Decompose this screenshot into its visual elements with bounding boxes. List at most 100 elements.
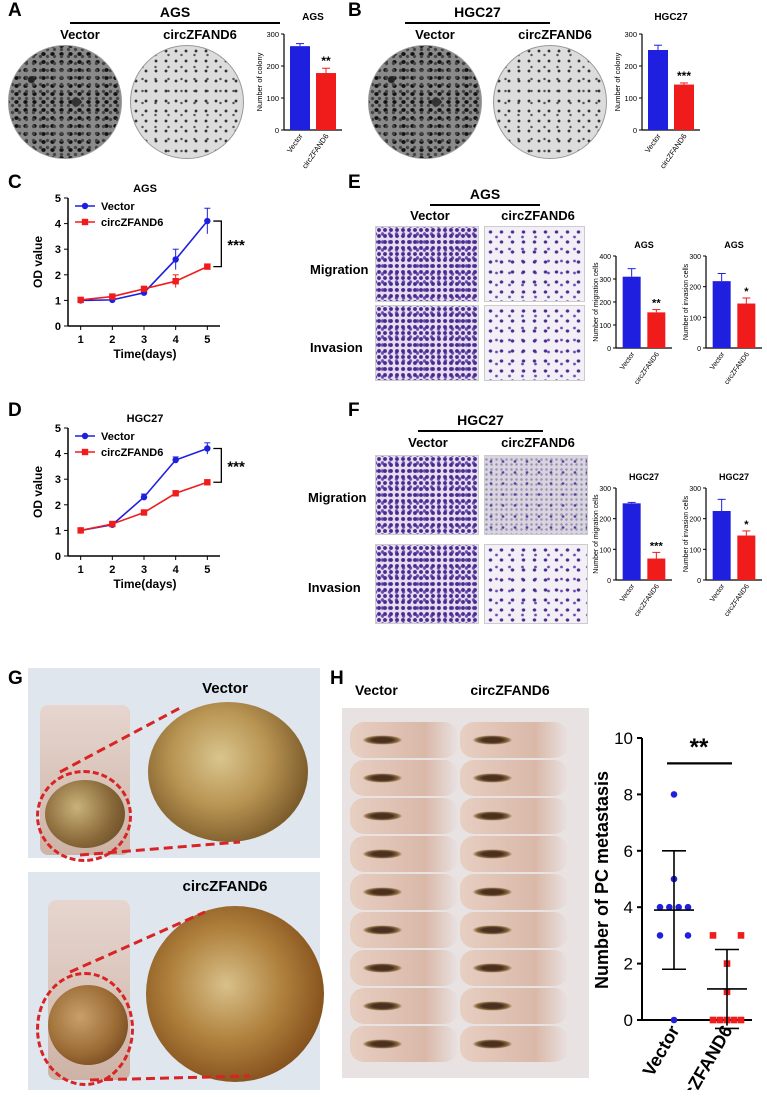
panel-a-cell-line: AGS	[159, 4, 191, 20]
panel-label-f: F	[348, 400, 360, 421]
mouse-specimen-right	[460, 760, 568, 796]
legend-marker	[81, 202, 89, 210]
legend-label: Vector	[101, 201, 135, 213]
panel-label-h: H	[330, 668, 344, 689]
y-tick-label: 200	[599, 517, 611, 524]
y-tick-label: 6	[624, 842, 633, 861]
chart-title: HGC27	[127, 413, 164, 425]
y-tick-label: 300	[689, 254, 701, 261]
mouse-specimen-right	[460, 950, 568, 986]
y-tick-label: 200	[266, 62, 279, 71]
y-axis-label: Number of migration cells	[593, 494, 600, 574]
x-axis-label: Time(days)	[113, 347, 176, 361]
significance-mark: ***	[650, 540, 664, 552]
y-tick-label: 200	[599, 300, 611, 307]
x-tick-label: Vector	[639, 1022, 684, 1080]
significance-mark: *	[744, 519, 749, 531]
y-tick-label: 100	[689, 547, 701, 554]
chart-title: HGC27	[719, 472, 749, 482]
mouse-specimen-left	[350, 760, 458, 796]
panel-g-vector-label: Vector	[202, 680, 248, 697]
significance-mark: **	[690, 734, 709, 761]
panel-label-b: B	[348, 0, 362, 21]
transwell-f-invasion-circ	[484, 544, 588, 624]
zoom-vector	[148, 702, 308, 842]
panel-label-g: G	[8, 668, 23, 689]
significance-mark: **	[321, 54, 331, 68]
bar	[737, 303, 756, 348]
x-tick-label: 4	[173, 564, 180, 576]
y-tick-label: 100	[689, 315, 701, 322]
panel-f-divider	[418, 430, 543, 432]
panel-label-a: A	[8, 0, 22, 21]
mouse-specimen-left	[350, 836, 458, 872]
chart-title: AGS	[302, 12, 324, 23]
y-tick-label: 5	[55, 423, 61, 435]
transwell-f-invasion-vector	[375, 544, 479, 624]
y-tick-label: 4	[624, 898, 633, 917]
data-point	[204, 479, 211, 486]
panel-f-invasion-label: Invasion	[308, 580, 361, 595]
x-tick-label: 2	[109, 564, 115, 576]
x-tick-label: 1	[78, 564, 84, 576]
y-tick-label: 0	[55, 551, 61, 563]
panel-f-migration-label: Migration	[308, 490, 367, 505]
y-axis-label: Number of invasion cells	[683, 495, 690, 572]
y-axis-label: Number of colony	[613, 52, 622, 111]
y-tick-label: 0	[697, 578, 701, 585]
y-axis-label: Number of colony	[255, 52, 264, 111]
chart-b-colony: HGC27 0 100 200 300 Number of colony Vectorcir…	[613, 12, 700, 170]
panel-h-circ-label: circZFAND6	[470, 682, 550, 698]
panel-e-vector-label: Vector	[410, 208, 450, 223]
mouse-specimen-right	[460, 798, 568, 834]
y-tick-label: 300	[689, 486, 701, 493]
data-point	[709, 932, 717, 939]
data-point	[716, 1016, 724, 1024]
data-point	[709, 1016, 717, 1024]
panel-a-divider	[70, 22, 280, 24]
y-tick-label: 200	[689, 285, 701, 292]
x-tick-label: 3	[141, 334, 147, 346]
mouse-specimen-left	[350, 874, 458, 910]
data-point	[656, 903, 664, 911]
x-tick-label: Vector	[643, 132, 663, 155]
bar	[622, 276, 641, 348]
panel-b-vector-label: Vector	[415, 27, 455, 42]
panel-e-circ-label: circZFAND6	[501, 208, 575, 223]
panel-e-divider	[430, 204, 540, 206]
legend-marker	[81, 432, 89, 440]
chart-d-growth: HGC27 0 1 2 3 4 5 1 2 3 4 5 Time(days) OD value Vector…	[31, 413, 245, 591]
chart-a-colony: AGS 0 100 200 300 Number of colony VectorcircZ…	[255, 12, 342, 170]
x-tick-label: circZFAND6	[634, 583, 661, 618]
data-point	[670, 1016, 678, 1024]
y-tick-label: 200	[689, 517, 701, 524]
legend-marker	[81, 448, 89, 456]
x-tick-label: 5	[204, 334, 210, 346]
panel-g-circ-label: circZFAND6	[182, 878, 268, 895]
x-tick-label: Vector	[285, 132, 305, 155]
colony-dish-b-circ	[493, 45, 607, 159]
transwell-e-invasion-circ	[484, 305, 585, 381]
y-axis-label: Number of PC metastasis	[592, 771, 612, 989]
panel-e-invasion-label: Invasion	[310, 340, 363, 355]
panel-b-divider	[405, 22, 550, 24]
zoom-circ-connectors	[69, 910, 251, 1082]
data-point	[172, 456, 179, 464]
data-point	[666, 903, 673, 911]
bar	[712, 511, 731, 580]
x-tick-label: circZFAND6	[300, 132, 331, 170]
y-tick-label: 300	[599, 486, 611, 493]
legend-label: circZFAND6	[101, 217, 163, 229]
x-tick-label: Vector	[619, 351, 637, 372]
chart-title: HGC27	[654, 12, 688, 23]
bar	[712, 281, 731, 348]
chart-e-invasion: AGS 0 100 200 300 Number of invasion cells Vec…	[683, 240, 762, 386]
bar	[648, 50, 668, 130]
bar	[316, 73, 336, 130]
data-point	[737, 932, 745, 939]
y-tick-label: 200	[624, 62, 637, 71]
panel-b-cell-line: HGC27	[454, 4, 501, 20]
y-axis-label: OD value	[31, 466, 45, 518]
x-tick-label: Vector	[709, 351, 727, 372]
